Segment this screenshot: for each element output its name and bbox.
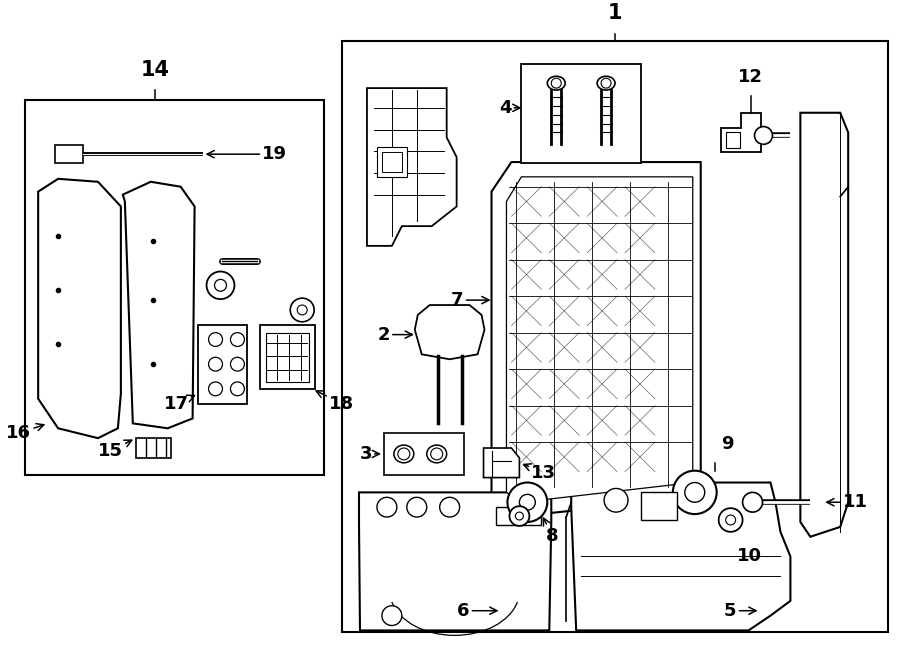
Ellipse shape [427,445,446,463]
Circle shape [673,471,716,514]
Bar [377,147,407,177]
Circle shape [209,332,222,346]
Circle shape [230,382,245,396]
Circle shape [290,298,314,322]
Polygon shape [800,113,848,537]
Text: 16: 16 [6,424,44,442]
Text: 4: 4 [499,99,520,117]
Bar [260,325,315,389]
Circle shape [230,332,245,346]
Circle shape [209,382,222,396]
Bar [641,492,677,520]
Circle shape [230,358,245,371]
Circle shape [209,358,222,371]
Bar [725,132,740,148]
Bar [382,152,401,172]
Text: 18: 18 [316,391,355,412]
Text: 17: 17 [164,395,194,412]
Polygon shape [123,182,194,428]
Text: 5: 5 [724,602,756,620]
Circle shape [754,126,772,144]
Polygon shape [367,88,456,246]
Polygon shape [136,438,171,458]
Text: 1: 1 [608,3,622,23]
Polygon shape [721,113,760,152]
Text: 19: 19 [207,145,287,163]
Bar [497,507,541,525]
Ellipse shape [597,76,615,90]
Polygon shape [572,483,790,631]
Circle shape [742,492,762,512]
Circle shape [207,272,234,299]
Circle shape [604,488,628,512]
Text: 11: 11 [827,493,868,511]
Text: 10: 10 [736,547,761,564]
Polygon shape [507,177,693,502]
Circle shape [508,483,547,522]
Bar [342,41,888,633]
Text: 14: 14 [140,60,169,80]
Polygon shape [483,448,519,478]
Text: 13: 13 [524,463,556,482]
Text: 6: 6 [457,602,497,620]
Bar [25,100,324,475]
Text: 12: 12 [738,68,763,86]
Polygon shape [359,492,552,631]
Circle shape [440,497,460,517]
Circle shape [719,508,742,532]
Circle shape [377,497,397,517]
Text: 8: 8 [544,518,559,545]
Text: 3: 3 [359,445,380,463]
Bar [384,433,464,475]
Bar [266,332,310,382]
Text: 2: 2 [377,326,412,344]
Circle shape [509,506,529,526]
Bar [521,64,641,163]
Polygon shape [38,179,121,438]
Bar [198,325,248,404]
Text: 15: 15 [98,440,131,460]
Text: 7: 7 [451,291,489,309]
Circle shape [407,497,427,517]
Ellipse shape [547,76,565,90]
Circle shape [382,605,401,625]
Polygon shape [415,305,484,360]
Ellipse shape [394,445,414,463]
Bar [55,145,83,163]
Polygon shape [491,162,701,517]
Text: 9: 9 [721,435,734,453]
